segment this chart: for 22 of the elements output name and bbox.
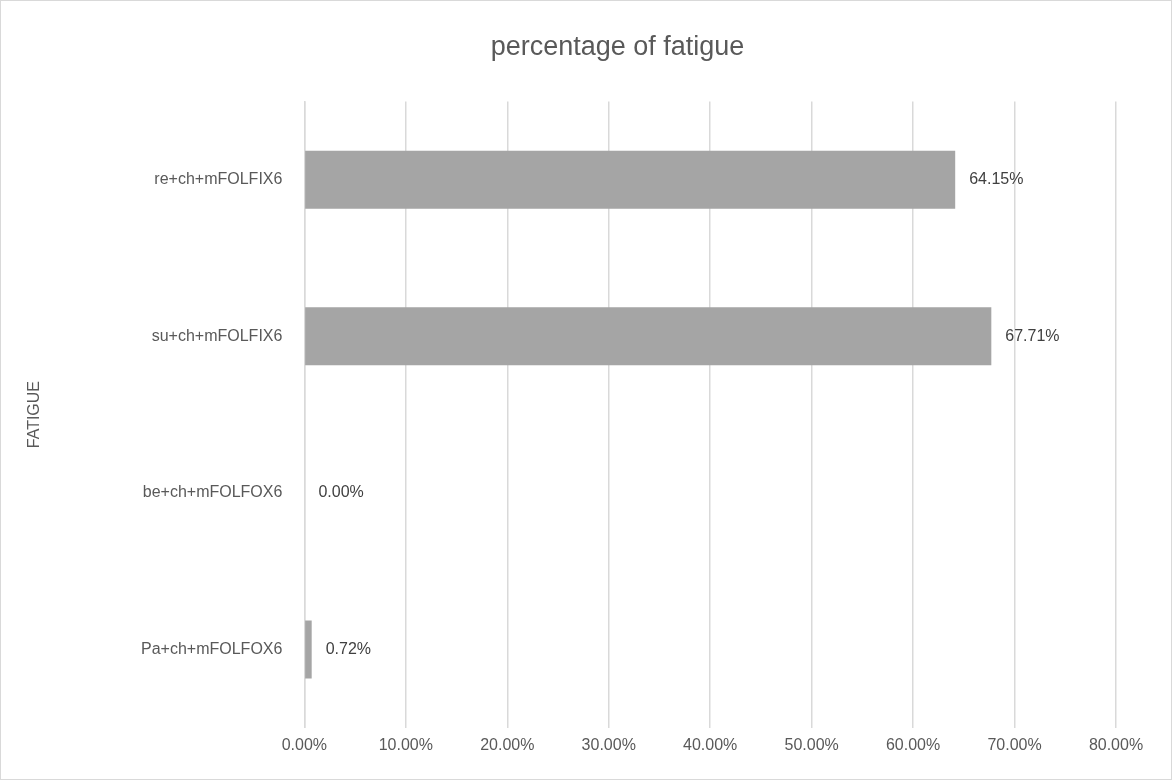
x-tick-label: 70.00% <box>987 735 1042 753</box>
data-label: 0.00% <box>318 483 364 501</box>
x-tick-label: 60.00% <box>885 735 941 753</box>
y-tick-label: re+ch+mFOLFIX6 <box>154 170 283 188</box>
bar <box>305 307 992 366</box>
x-tick-label: 0.00% <box>281 735 328 753</box>
x-tick-label: 20.00% <box>480 735 535 753</box>
x-tick-label: 10.00% <box>378 735 433 753</box>
y-tick-label: be+ch+mFOLFOX6 <box>142 483 283 501</box>
y-tick-label: Pa+ch+mFOLFOX6 <box>141 639 283 657</box>
data-label: 0.72% <box>325 639 372 657</box>
bar <box>305 620 312 679</box>
data-label: 67.71% <box>1005 326 1060 344</box>
data-label: 64.15% <box>969 170 1024 188</box>
bar <box>305 150 956 209</box>
x-tick-label: 80.00% <box>1088 735 1144 753</box>
chart-title: percentage of fatigue <box>490 30 745 61</box>
x-tick-label: 40.00% <box>683 735 738 753</box>
text: FATIGUE <box>25 380 43 449</box>
x-tick-label: 30.00% <box>581 735 636 753</box>
x-tick-label: 50.00% <box>784 735 839 753</box>
y-tick-label: su+ch+mFOLFIX6 <box>151 326 283 344</box>
